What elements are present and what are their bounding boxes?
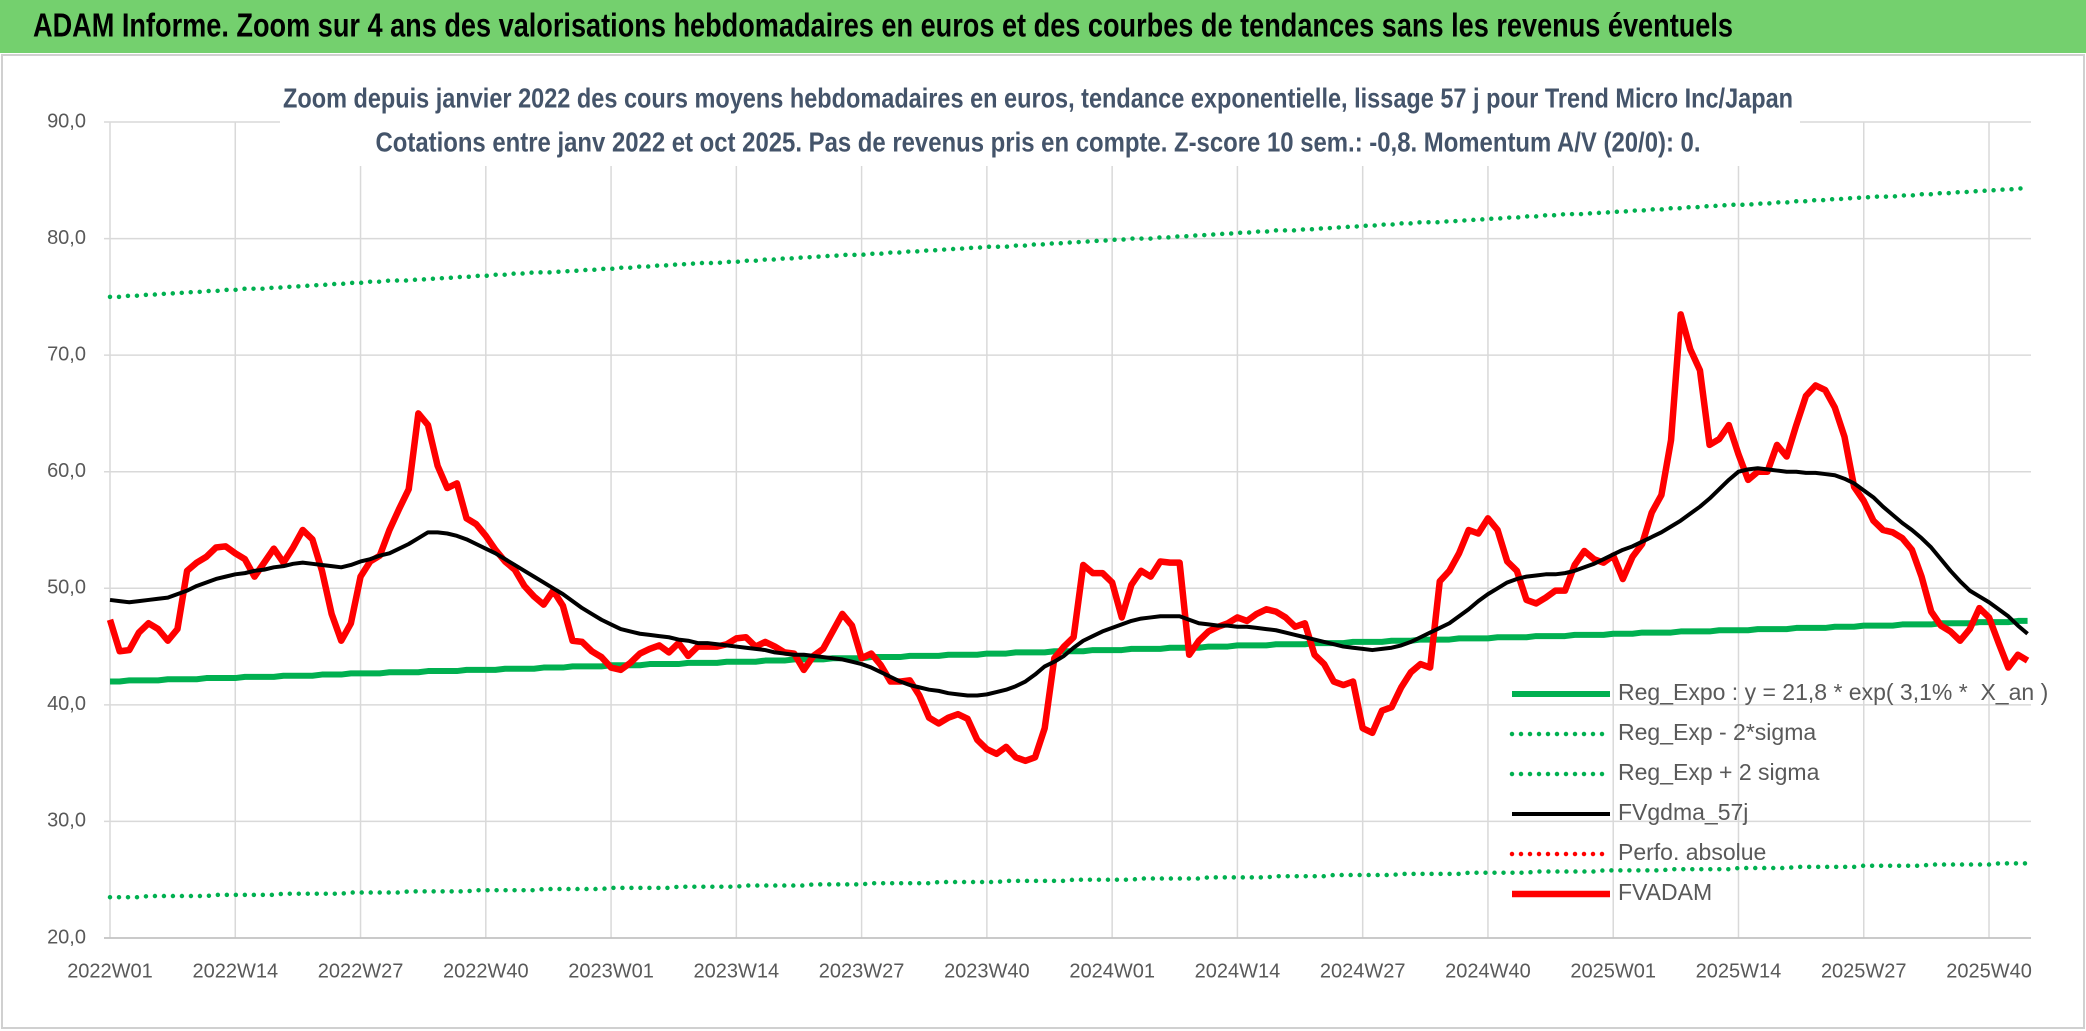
x-tick-label: 2025W14 bbox=[1696, 960, 1782, 982]
y-tick-label: 20,0 bbox=[47, 926, 86, 948]
series-line bbox=[109, 466, 2029, 698]
x-tick-label: 2024W27 bbox=[1320, 960, 1406, 982]
y-tick-label: 50,0 bbox=[47, 577, 86, 599]
x-tick-label: 2025W01 bbox=[1570, 960, 1656, 982]
y-tick-label: 60,0 bbox=[47, 460, 86, 482]
legend-label: Reg_Expo : y = 21,8 * exp( 3,1% * X_an ) bbox=[1618, 679, 2048, 705]
y-tick-label: 90,0 bbox=[47, 110, 86, 132]
legend-label: Reg_Exp - 2*sigma bbox=[1618, 719, 1816, 745]
x-tick-label: 2023W01 bbox=[568, 960, 654, 982]
x-tick-label: 2023W14 bbox=[694, 960, 780, 982]
x-tick-label: 2022W27 bbox=[318, 960, 404, 982]
series-line bbox=[107, 186, 2030, 300]
plot-area bbox=[106, 186, 2030, 900]
legend-label: FVgdma_57j bbox=[1618, 799, 1748, 825]
y-tick-label: 80,0 bbox=[47, 227, 86, 249]
legend-label: FVADAM bbox=[1618, 879, 1712, 905]
x-tick-label: 2023W27 bbox=[819, 960, 905, 982]
chart-subtitle: Cotations entre janv 2022 et oct 2025. P… bbox=[376, 126, 1701, 157]
chart-title: ADAM Informe. Zoom sur 4 ans des valoris… bbox=[33, 7, 1733, 44]
x-tick-label: 2025W40 bbox=[1946, 960, 2032, 982]
chart-frame bbox=[1, 54, 2085, 1029]
x-tick-label: 2024W01 bbox=[1069, 960, 1155, 982]
x-tick-label: 2022W40 bbox=[443, 960, 529, 982]
x-tick-label: 2024W40 bbox=[1445, 960, 1531, 982]
legend: Reg_Expo : y = 21,8 * exp( 3,1% * X_an )… bbox=[1509, 679, 2048, 905]
chart-subtitle: Zoom depuis janvier 2022 des cours moyen… bbox=[283, 82, 1793, 113]
legend-label: Reg_Exp + 2 sigma bbox=[1618, 759, 1820, 785]
y-tick-label: 40,0 bbox=[47, 693, 86, 715]
x-tick-label: 2022W01 bbox=[67, 960, 153, 982]
y-tick-label: 70,0 bbox=[47, 343, 86, 365]
header-bar bbox=[0, 0, 2086, 53]
x-tick-label: 2022W14 bbox=[192, 960, 278, 982]
y-tick-label: 30,0 bbox=[47, 810, 86, 832]
subtitle-background bbox=[280, 74, 1800, 166]
x-tick-label: 2024W14 bbox=[1195, 960, 1281, 982]
series-line bbox=[106, 311, 2030, 765]
legend-label: Perfo. absolue bbox=[1618, 839, 1766, 865]
grid: 20,0 30,0 40,0 50,0 60,0 70,0 80,0 90,0 2022W01 2… bbox=[47, 110, 2032, 982]
x-tick-label: 2023W40 bbox=[944, 960, 1030, 982]
x-tick-label: 2025W27 bbox=[1821, 960, 1907, 982]
